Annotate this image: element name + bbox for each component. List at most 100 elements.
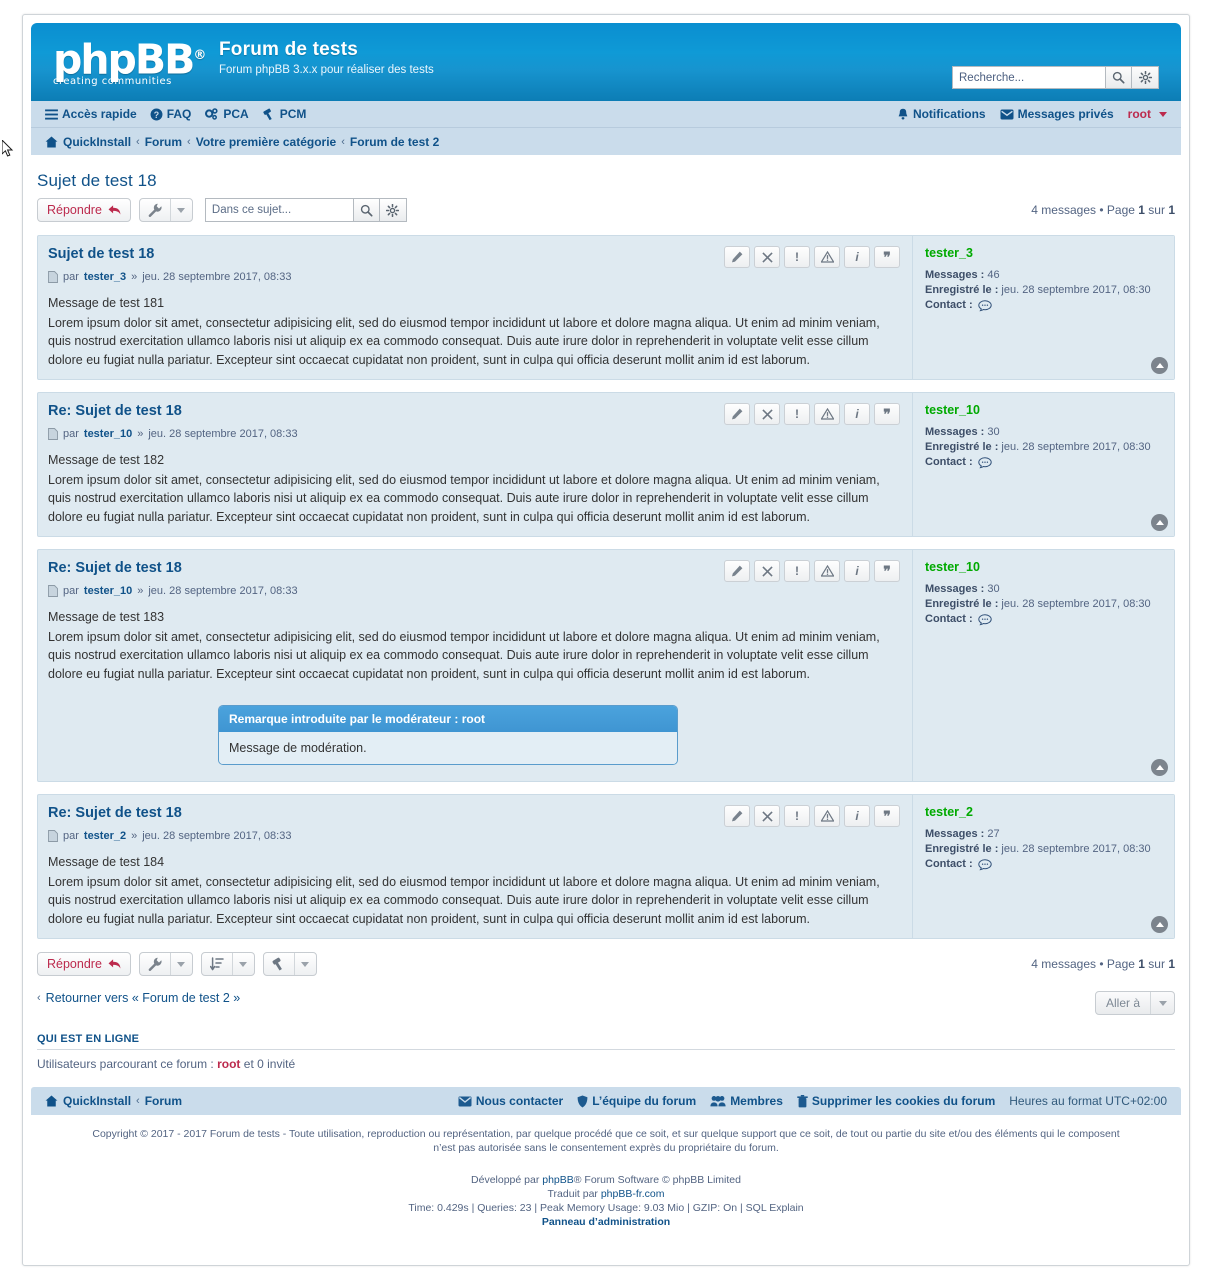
scroll-to-top-button[interactable]: [1151, 357, 1168, 374]
return-to-forum-link[interactable]: ‹ Retourner vers « Forum de test 2 »: [37, 991, 240, 1005]
nav-item-private-messages[interactable]: Messages privés: [1000, 107, 1114, 121]
breadcrumb-item-category[interactable]: Votre première catégorie: [195, 134, 337, 149]
edit-post-button[interactable]: [724, 805, 750, 827]
chat-bubble-icon[interactable]: [977, 456, 992, 469]
warn-user-button[interactable]: [814, 560, 840, 582]
quote-post-button[interactable]: ❞: [874, 246, 900, 268]
chat-bubble-icon[interactable]: [977, 299, 992, 312]
post-subject[interactable]: Re: Sujet de test 18: [48, 560, 182, 576]
search-input[interactable]: [952, 66, 1105, 89]
phpbb-link[interactable]: phpBB: [542, 1174, 574, 1186]
post-author[interactable]: tester_10: [83, 428, 133, 440]
delete-post-button[interactable]: [754, 560, 780, 582]
topic-tools-split-bottom[interactable]: [138, 952, 193, 976]
edit-post-button[interactable]: [724, 246, 750, 268]
admin-panel-link[interactable]: Panneau d’administration: [541, 1216, 671, 1228]
moderate-topic-button[interactable]: [264, 953, 294, 975]
post-subject[interactable]: Sujet de test 18: [48, 246, 155, 262]
topic-tools-dropdown-bottom[interactable]: [169, 953, 192, 975]
pagination-count: 4 messages: [1031, 957, 1096, 971]
profile-posts-label: Messages :: [925, 828, 985, 840]
reply-button-bottom[interactable]: Répondre: [37, 952, 131, 976]
footer-link-contact[interactable]: Nous contacter: [458, 1094, 563, 1108]
translator-link[interactable]: phpBB-fr.com: [600, 1188, 665, 1200]
search-submit-button[interactable]: [1105, 66, 1132, 89]
edit-post-button[interactable]: [724, 560, 750, 582]
breadcrumb-item-quickinstall[interactable]: QuickInstall: [63, 134, 132, 149]
topic-search-submit-button[interactable]: [352, 198, 380, 222]
edit-post-button[interactable]: [724, 403, 750, 425]
scroll-to-top-button[interactable]: [1151, 916, 1168, 933]
profile-username[interactable]: tester_2: [925, 805, 973, 819]
warn-user-button[interactable]: [814, 403, 840, 425]
report-post-button[interactable]: !: [784, 246, 810, 268]
delete-post-button[interactable]: [754, 403, 780, 425]
post-info-button[interactable]: i: [844, 805, 870, 827]
report-post-button[interactable]: !: [784, 560, 810, 582]
footer-link-team[interactable]: L’équipe du forum: [577, 1094, 696, 1108]
post-subject[interactable]: Re: Sujet de test 18: [48, 805, 182, 821]
moderate-topic-dropdown[interactable]: [293, 953, 316, 975]
delete-post-button[interactable]: [754, 246, 780, 268]
nav-item-faq[interactable]: ? FAQ: [150, 107, 191, 121]
reply-button-top[interactable]: Répondre: [37, 198, 131, 222]
logo-tagline: creating communities: [53, 75, 172, 87]
post-author[interactable]: tester_10: [83, 585, 133, 597]
profile-username[interactable]: tester_3: [925, 246, 973, 260]
topic-tools-split-top[interactable]: [138, 198, 193, 222]
post: Sujet de test 18 !: [37, 235, 1175, 380]
delete-post-button[interactable]: [754, 805, 780, 827]
topic-tools-dropdown-top[interactable]: [169, 199, 192, 221]
breadcrumb-item-forum[interactable]: Forum: [144, 134, 183, 149]
jump-to-select[interactable]: Aller à: [1094, 991, 1175, 1015]
scroll-to-top-button[interactable]: [1151, 514, 1168, 531]
chat-bubble-icon[interactable]: [977, 858, 992, 871]
quote-post-button[interactable]: ❞: [874, 560, 900, 582]
reply-label: Répondre: [47, 957, 102, 971]
display-sort-split[interactable]: [200, 952, 255, 976]
post-info-button[interactable]: i: [844, 560, 870, 582]
profile-username[interactable]: tester_10: [925, 403, 980, 417]
quote-post-button[interactable]: ❞: [874, 805, 900, 827]
topic-search-input[interactable]: [204, 198, 353, 222]
return-link-label[interactable]: Retourner vers « Forum de test 2 »: [45, 991, 241, 1005]
envelope-icon: [1000, 109, 1014, 120]
topic-search-options-button[interactable]: [379, 198, 407, 222]
report-post-button[interactable]: !: [784, 805, 810, 827]
topic-tools-button-bottom[interactable]: [140, 953, 170, 975]
user-menu[interactable]: root: [1128, 107, 1167, 121]
nav-item-notifications[interactable]: Notifications: [897, 107, 986, 121]
nav-item-pca[interactable]: PCA: [204, 107, 249, 121]
report-post-button[interactable]: !: [784, 403, 810, 425]
footer-breadcrumb-quickinstall[interactable]: QuickInstall: [63, 1094, 132, 1108]
post-info-button[interactable]: i: [844, 246, 870, 268]
profile-username[interactable]: tester_10: [925, 560, 980, 574]
chat-bubble-icon[interactable]: [977, 613, 992, 626]
moderate-topic-split[interactable]: [262, 952, 317, 976]
quote-post-button[interactable]: ❞: [874, 403, 900, 425]
post-first-line: Message de test 181: [48, 296, 165, 310]
warn-user-button[interactable]: [814, 805, 840, 827]
post-subject[interactable]: Re: Sujet de test 18: [48, 403, 182, 419]
warn-user-button[interactable]: [814, 246, 840, 268]
post-info-button[interactable]: i: [844, 403, 870, 425]
post-author[interactable]: tester_3: [83, 271, 127, 283]
display-sort-dropdown[interactable]: [231, 953, 254, 975]
post-author[interactable]: tester_2: [83, 830, 127, 842]
display-sort-button[interactable]: [202, 953, 232, 975]
breadcrumb-item-forum2[interactable]: Forum de test 2: [349, 134, 440, 149]
online-username[interactable]: root: [217, 1057, 241, 1071]
footer-breadcrumb-forum[interactable]: Forum: [144, 1094, 183, 1108]
topic-tools-button-top[interactable]: [140, 199, 170, 221]
nav-item-pcm[interactable]: PCM: [262, 107, 306, 121]
quote-icon: ❞: [883, 406, 891, 422]
phpbb-logo[interactable]: phpBB® creating communities: [53, 37, 206, 89]
jump-to-dropdown[interactable]: [1150, 992, 1174, 1014]
search-options-button[interactable]: [1132, 66, 1159, 89]
footer-link-delete-cookies[interactable]: Supprimer les cookies du forum: [797, 1094, 995, 1108]
scroll-to-top-button[interactable]: [1151, 759, 1168, 776]
footer-link-members[interactable]: Membres: [710, 1094, 783, 1108]
envelope-icon: [458, 1096, 472, 1107]
footer-timezone: Heures au format UTC+02:00: [1009, 1094, 1167, 1108]
nav-item-quick-access[interactable]: Accès rapide: [45, 107, 137, 121]
